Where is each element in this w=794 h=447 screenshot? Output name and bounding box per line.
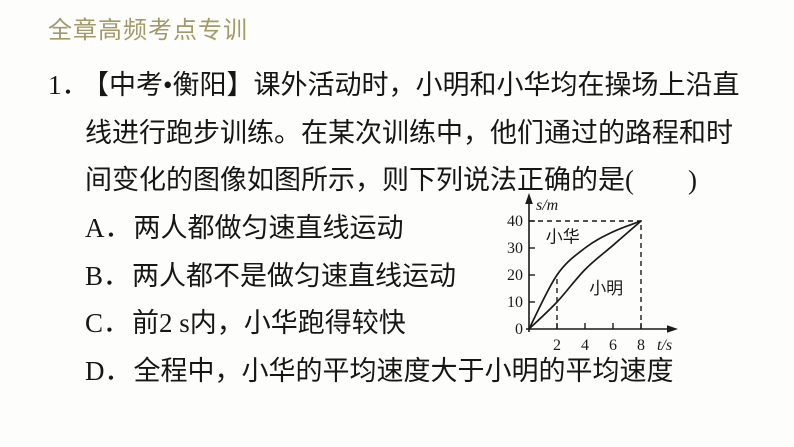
option-c: C．前2 s内，小华跑得较快 [48, 300, 739, 348]
question-text-1: 【中考•衡阳】课外活动时，小明和小华均在操场上沿直 [95, 70, 740, 100]
curve-xiaoming [528, 220, 642, 330]
curve-xiaohua [528, 220, 642, 330]
option-c-label: C． [85, 308, 131, 339]
series-label-xiaoming: 小明 [589, 279, 623, 298]
option-b: B．两人都不是做匀速直线运动 [48, 253, 739, 301]
question-number: 1． [48, 70, 89, 100]
option-d-label: D． [85, 356, 132, 387]
question-line-3: 间变化的图像如图所示，则下列说法正确的是( ) [85, 165, 697, 196]
series-label-xiaohua: 小华 [546, 228, 580, 247]
option-d: D．全程中，小华的平均速度大于小明的平均速度 [48, 348, 739, 396]
option-b-label: B． [85, 260, 131, 291]
x-label-2: 2 [553, 337, 561, 354]
question-line-2: 线进行跑步训练。在某次训练中，他们通过的路程和时 [85, 117, 733, 148]
y-label-20: 20 [507, 267, 523, 284]
option-c-text: 前2 s内，小华跑得较快 [132, 308, 406, 339]
x-label-8: 8 [637, 337, 645, 354]
y-label-40: 40 [507, 213, 523, 230]
question-block: 1． 【中考•衡阳】课外活动时，小明和小华均在操场上沿直 线进行跑步训练。在某次训… [48, 62, 739, 396]
y-label-10: 10 [507, 294, 523, 311]
x-label-6: 6 [609, 337, 617, 354]
option-a-text: 两人都做匀速直线运动 [133, 213, 404, 244]
option-a: A．两人都做匀速直线运动 [48, 205, 739, 253]
distance-time-chart: 0 10 20 30 40 2 4 6 8 s/m t/s 小华 小明 [507, 193, 678, 354]
question-line-1: 1． 【中考•衡阳】课外活动时，小明和小华均在操场上沿直 [48, 62, 739, 110]
x-label-4: 4 [581, 337, 589, 354]
x-axis-label: t/s [657, 337, 672, 354]
x-axis-arrow-icon [667, 325, 678, 333]
option-d-text: 全程中，小华的平均速度大于小明的平均速度 [133, 356, 674, 387]
y-label-0: 0 [515, 321, 523, 338]
y-axis-label: s/m [536, 197, 558, 214]
y-label-30: 30 [507, 240, 523, 257]
option-b-text: 两人都不是做匀速直线运动 [132, 260, 457, 291]
page-title: 全章高频考点专训 [48, 18, 248, 44]
y-axis-arrow-icon [525, 193, 533, 204]
option-a-label: A． [85, 213, 132, 244]
